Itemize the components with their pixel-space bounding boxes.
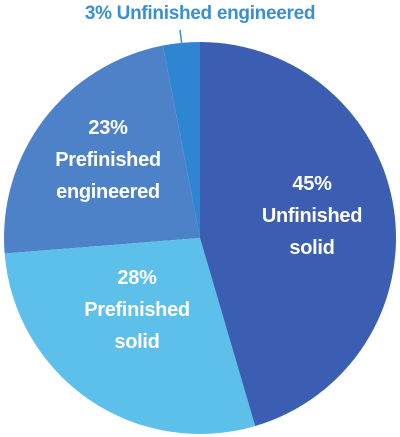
- pie-slice: [4, 45, 201, 254]
- pie-slice: [200, 42, 396, 427]
- pie-slice: [4, 238, 256, 434]
- category-label: Prefinished engineered: [55, 149, 161, 203]
- value-label: 23%: [88, 117, 128, 139]
- value-label: 45%: [292, 173, 332, 195]
- category-label: Unfinished solid: [261, 205, 363, 259]
- value-label: 3%: [84, 3, 112, 24]
- callout-label: 3% Unfinished engineered: [84, 0, 316, 28]
- category-label: Prefinished solid: [84, 299, 190, 353]
- slice-label: 28% Prefinished solid: [72, 262, 202, 358]
- leader-line: [179, 29, 183, 47]
- slice-label: 45% Unfinished solid: [257, 168, 367, 264]
- pie-slice: [162, 42, 200, 238]
- value-label: 28%: [117, 267, 157, 289]
- slice-label: 23% Prefinished engineered: [43, 112, 173, 208]
- category-label: Unfinished engineered: [116, 3, 316, 24]
